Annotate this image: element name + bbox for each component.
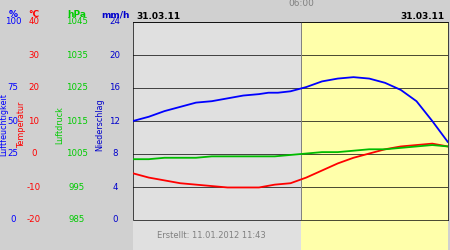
Text: 06:00: 06:00 <box>288 0 314 8</box>
Text: -20: -20 <box>27 216 41 224</box>
Text: 8: 8 <box>112 150 118 158</box>
Text: 16: 16 <box>109 84 121 92</box>
Text: 40: 40 <box>28 18 40 26</box>
Text: 985: 985 <box>69 216 85 224</box>
Text: 1015: 1015 <box>66 116 88 126</box>
Text: 31.03.11: 31.03.11 <box>136 12 180 21</box>
Text: 31.03.11: 31.03.11 <box>401 12 445 21</box>
Text: 75: 75 <box>8 84 18 92</box>
Bar <box>301 220 448 250</box>
Text: 0: 0 <box>112 216 118 224</box>
Text: 25: 25 <box>8 150 18 158</box>
Text: 1045: 1045 <box>66 18 88 26</box>
Text: Luftfeuchtigkeit: Luftfeuchtigkeit <box>0 94 9 156</box>
Text: 1035: 1035 <box>66 50 88 59</box>
Text: 4: 4 <box>112 182 118 192</box>
Bar <box>133 22 301 220</box>
Text: 12: 12 <box>109 116 121 126</box>
Text: Niederschlag: Niederschlag <box>95 99 104 151</box>
Bar <box>133 220 301 250</box>
Text: Erstellt: 11.01.2012 11:43: Erstellt: 11.01.2012 11:43 <box>158 230 266 239</box>
Bar <box>301 22 448 220</box>
Text: 0: 0 <box>10 216 16 224</box>
Text: -10: -10 <box>27 182 41 192</box>
Text: 50: 50 <box>8 116 18 126</box>
Text: 20: 20 <box>109 50 121 59</box>
Text: 0: 0 <box>31 150 37 158</box>
Text: 100: 100 <box>5 18 21 26</box>
Text: Luftdruck: Luftdruck <box>55 106 64 144</box>
Text: 1025: 1025 <box>66 84 88 92</box>
Text: %: % <box>9 10 18 19</box>
Text: mm/h: mm/h <box>101 10 129 19</box>
Text: 30: 30 <box>28 50 40 59</box>
Text: hPa: hPa <box>68 10 86 19</box>
Text: 1005: 1005 <box>66 150 88 158</box>
Text: 995: 995 <box>69 182 85 192</box>
Text: Temperatur: Temperatur <box>18 102 27 148</box>
Text: °C: °C <box>28 10 40 19</box>
Text: 10: 10 <box>28 116 40 126</box>
Text: 20: 20 <box>28 84 40 92</box>
Text: 24: 24 <box>109 18 121 26</box>
